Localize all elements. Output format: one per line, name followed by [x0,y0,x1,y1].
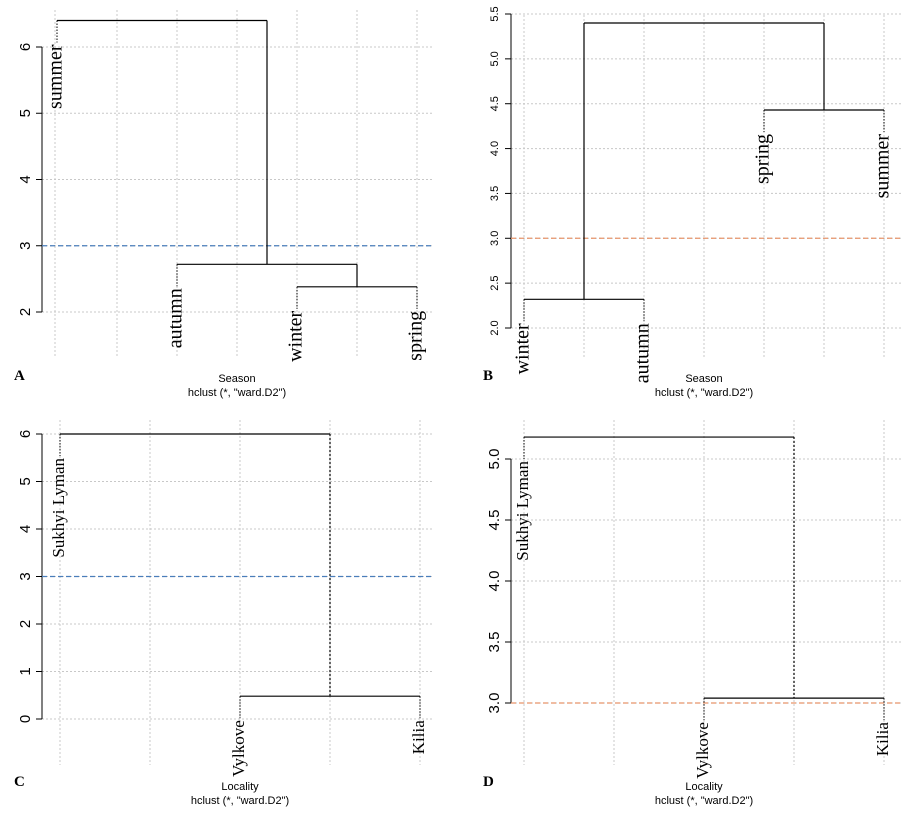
leaf-label-vylkove: Vylkove [229,720,248,777]
leaf-label-winter: winter [285,310,307,361]
x-axis-label: Season [218,373,255,385]
y-tick-label: 3.0 [489,231,501,246]
panel-label-b: B [483,368,494,384]
panel-label-a: A [14,368,25,384]
y-tick-label: 5 [17,477,34,485]
x-axis-label: Season [685,373,722,385]
hclust-subtitle: hclust (*, "ward.D2") [188,387,286,399]
leaf-label-autumn: autumn [165,288,187,348]
panel-label-d: D [483,774,494,790]
y-tick-label: 3 [17,572,34,580]
y-tick-label: 2 [17,308,34,316]
dendrogram-c-svg: 0 1 2 3 4 5 6 Sukhyi Lyman Vylkove Kilia Locality h… [17,420,432,807]
hclust-subtitle: hclust (*, "ward.D2") [655,387,753,399]
leaf-label-winter: winter [512,323,534,374]
panel-label-c: C [14,774,25,790]
dendrogram-panel-d: 3.0 3.5 4.0 4.5 5.0 Sukhyi Lyman Vylkove Kilia L… [451,410,902,818]
dendrogram-b-svg: 2.0 2.5 3.0 3.5 4.0 4.5 5.0 5.5 winter autumn spri… [489,6,902,399]
y-tick-label: 6 [17,430,34,438]
y-tick-label: 4.0 [486,571,503,592]
leaf-label-kilia: Kilia [409,720,428,754]
dendrogram-d-svg: 3.0 3.5 4.0 4.5 5.0 Sukhyi Lyman Vylkove Kilia L… [486,420,902,807]
y-tick-label: 0 [17,715,34,723]
dendrogram-panel-c: 0 1 2 3 4 5 6 Sukhyi Lyman Vylkove Kilia Locality h… [0,410,451,818]
y-tick-label: 4 [17,175,34,183]
y-tick-label: 4.5 [486,510,503,531]
y-tick-label: 3 [17,242,34,250]
y-tick-label: 4.0 [489,141,501,156]
y-tick-label: 3.0 [486,693,503,714]
hclust-subtitle: hclust (*, "ward.D2") [655,795,753,807]
dendrogram-panel-a: 2 3 4 5 6 summer autumn winter spring Season hclus… [0,0,451,410]
y-tick-label: 2.5 [489,275,501,290]
dendrogram-a-svg: 2 3 4 5 6 summer autumn winter spring Season hclus… [17,10,432,399]
y-tick-label: 1 [17,667,34,675]
y-tick-label: 5.0 [486,449,503,470]
leaf-label-spring: spring [752,134,774,184]
leaf-label-kilia: Kilia [873,722,892,756]
y-tick-label: 5.5 [489,6,501,21]
x-axis-label: Locality [685,781,723,793]
y-tick-label: 4.5 [489,96,501,111]
leaf-label-sukhyi-lyman: Sukhyi Lyman [513,461,532,561]
y-tick-label: 2 [17,620,34,628]
leaf-label-summer: summer [872,134,894,199]
x-axis-label: Locality [221,781,259,793]
leaf-label-autumn: autumn [632,323,654,383]
y-tick-label: 6 [17,43,34,51]
hclust-subtitle: hclust (*, "ward.D2") [191,795,289,807]
y-tick-label: 2.0 [489,320,501,335]
y-tick-label: 3.5 [486,632,503,653]
y-tick-label: 5 [17,109,34,117]
dendrogram-panel-b: 2.0 2.5 3.0 3.5 4.0 4.5 5.0 5.5 winter autumn spri… [451,0,902,410]
leaf-label-spring: spring [405,311,427,361]
y-tick-label: 4 [17,525,34,533]
y-tick-label: 5.0 [489,51,501,66]
y-tick-label: 3.5 [489,186,501,201]
leaf-label-summer: summer [45,44,67,109]
leaf-label-sukhyi-lyman: Sukhyi Lyman [49,458,68,558]
leaf-label-vylkove: Vylkove [693,722,712,779]
